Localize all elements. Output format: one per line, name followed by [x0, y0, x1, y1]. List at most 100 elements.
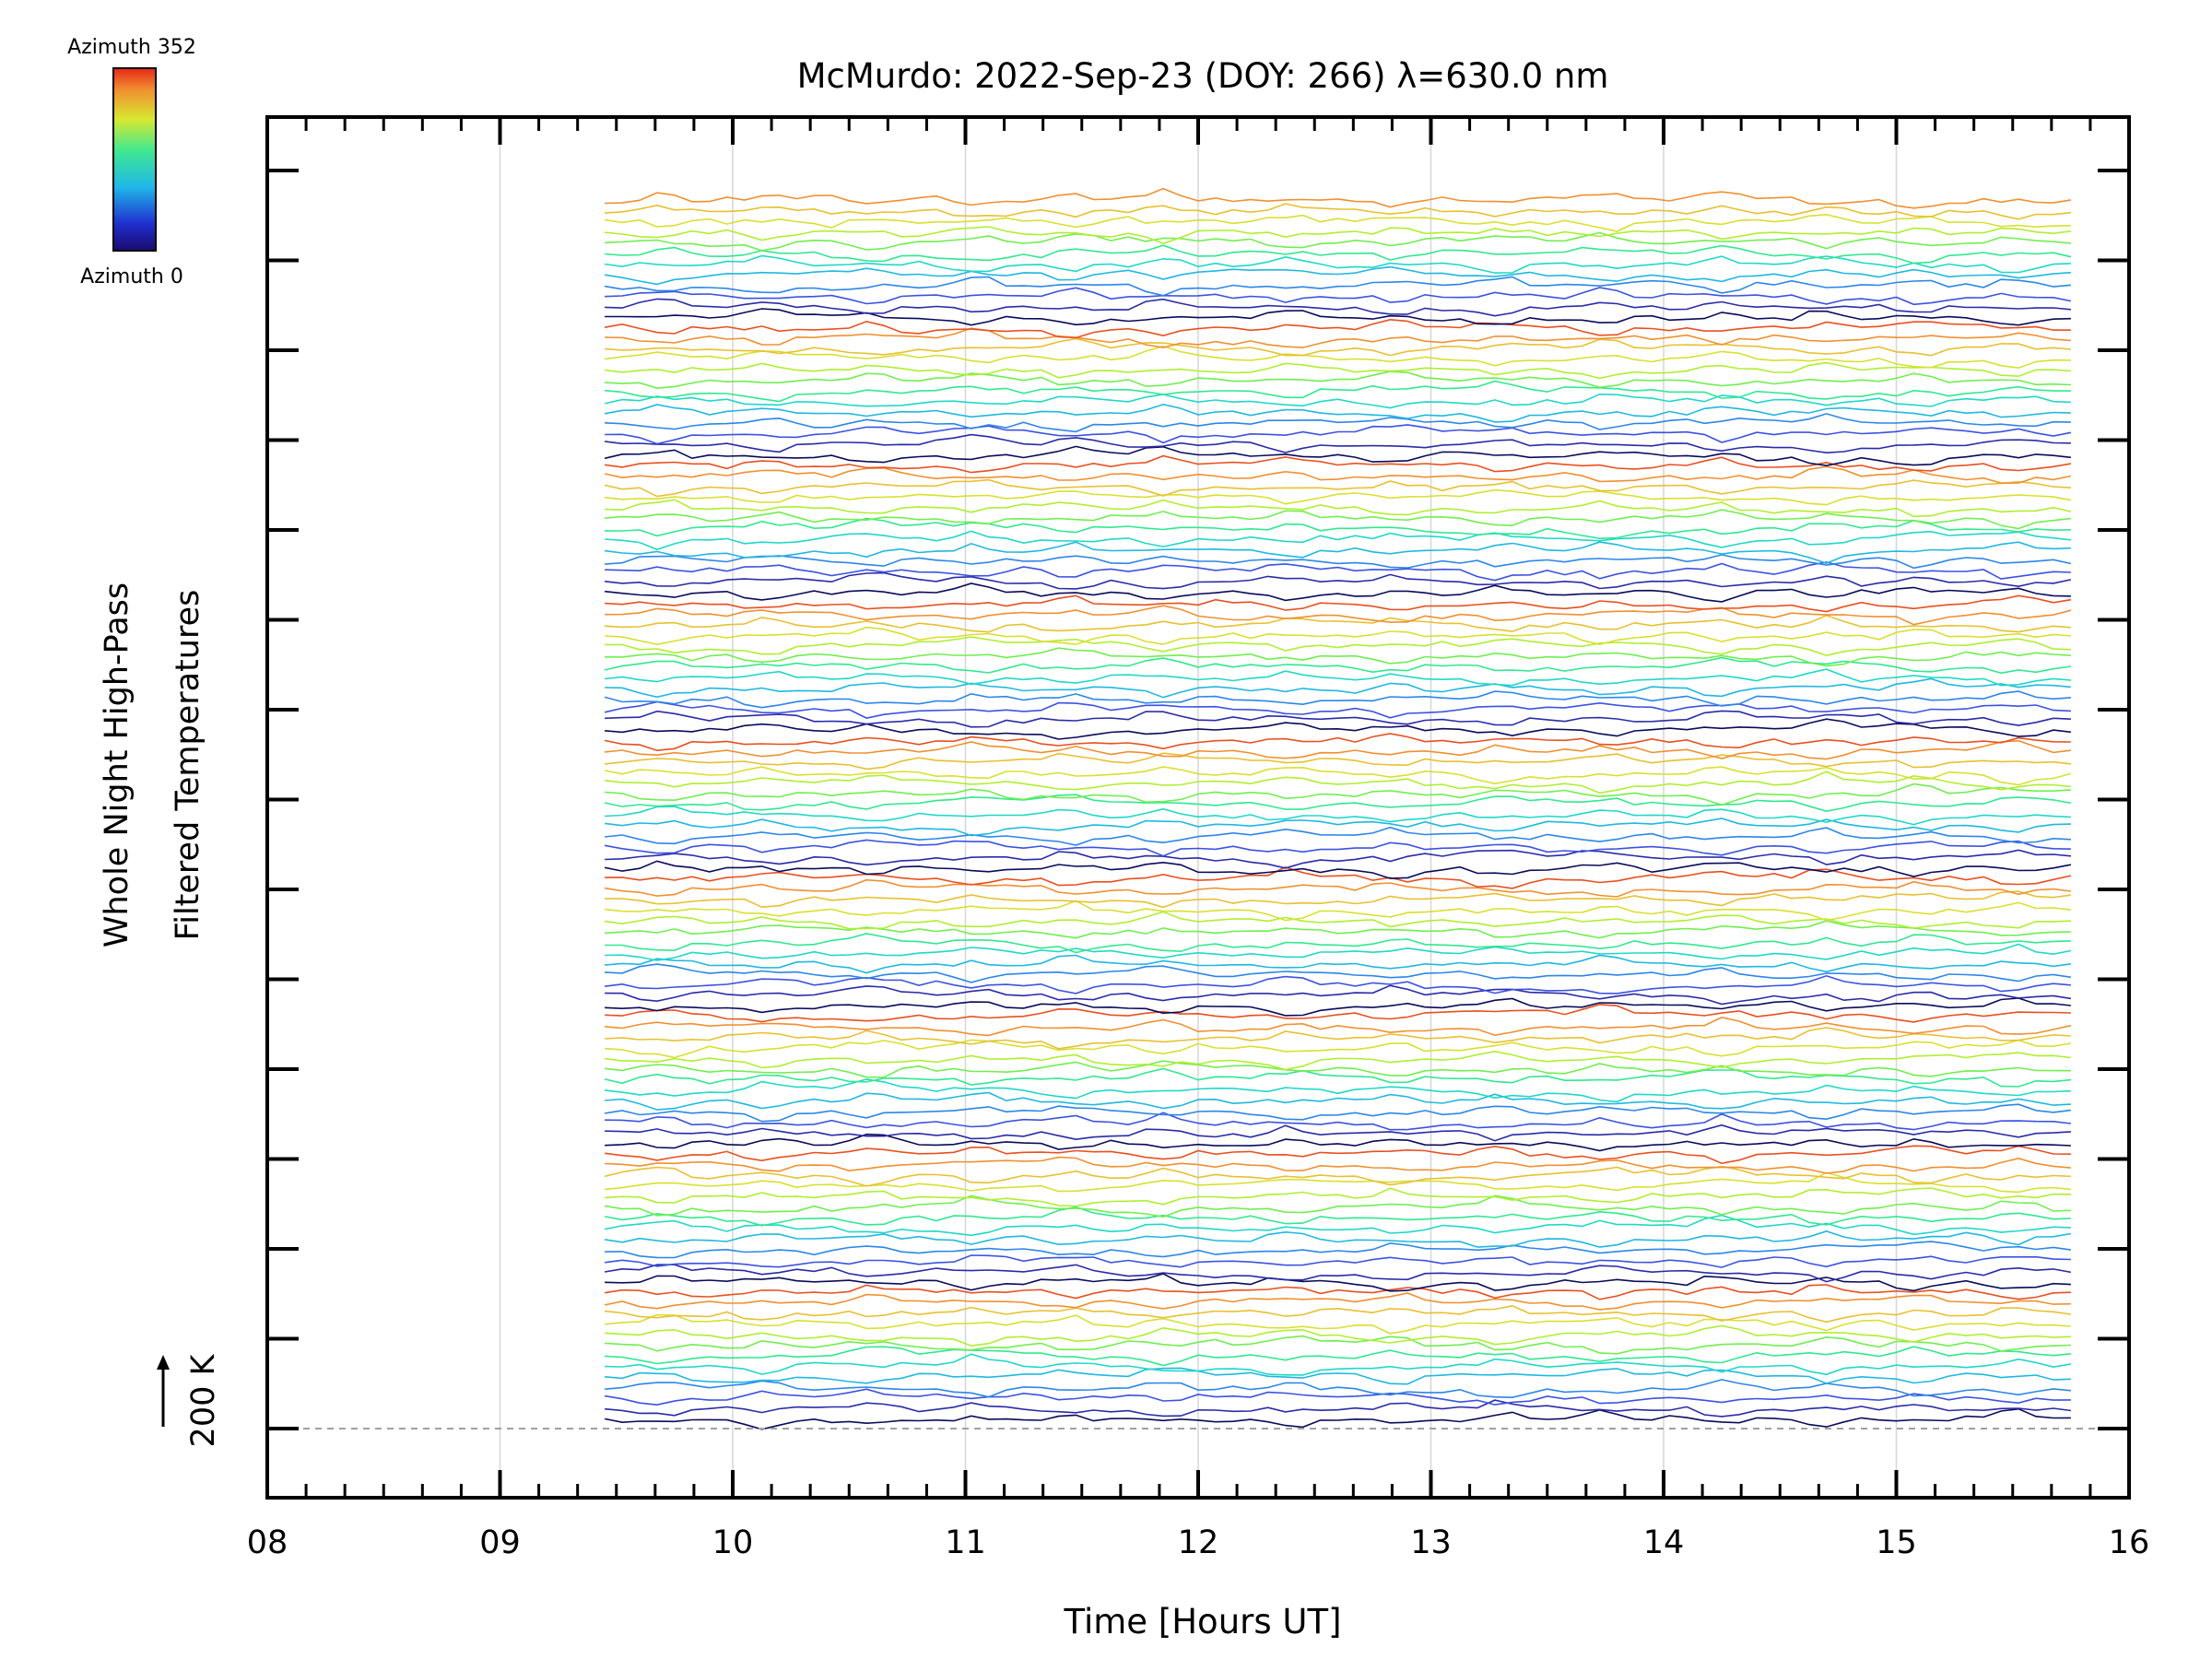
series-line-89	[604, 478, 2071, 498]
series-line-76	[605, 614, 2071, 633]
series-line-93	[604, 433, 2071, 454]
series-line-49	[605, 900, 2071, 922]
x-axis-label: Time [Hours UT]	[1063, 1602, 1341, 1641]
series-line-88	[605, 488, 2072, 506]
series-line-3	[604, 1388, 2071, 1406]
series-line-115	[605, 203, 2071, 220]
series-line-5	[605, 1367, 2071, 1385]
series-line-92	[604, 445, 2071, 467]
series-line-91	[604, 454, 2072, 474]
series-line-73	[605, 647, 2071, 667]
series-line-42	[604, 974, 2071, 994]
series-line-102	[605, 337, 2071, 357]
x-tick-label-10: 10	[712, 1524, 754, 1561]
series-line-58	[605, 806, 2071, 826]
series-line-96	[604, 403, 2071, 423]
series-line-10	[605, 1313, 2071, 1335]
series-line-16	[604, 1254, 2071, 1268]
x-tick-label-14: 14	[1643, 1524, 1685, 1561]
series-line-57	[605, 818, 2071, 837]
series-line-41	[605, 984, 2072, 1006]
series-line-94	[605, 424, 2072, 445]
series-line-99	[605, 371, 2071, 390]
series-line-27	[605, 1133, 2071, 1152]
series-line-39	[605, 1004, 2071, 1023]
x-axis-tick-labels: 08 09 10 11 12 13 14 15 16	[247, 1524, 2150, 1561]
series-line-35	[604, 1050, 2071, 1071]
series-line-54	[605, 849, 2071, 869]
series-line-9	[605, 1324, 2071, 1347]
series-line-86	[605, 509, 2071, 530]
series-line-65	[604, 733, 2071, 752]
series-line-62	[604, 766, 2072, 786]
series-line-56	[605, 826, 2071, 846]
series-line-48	[604, 911, 2071, 930]
series-line-15	[604, 1264, 2072, 1283]
series-line-64	[605, 739, 2071, 760]
series-line-98	[605, 380, 2071, 403]
series-line-37	[605, 1027, 2071, 1050]
series-line-1	[604, 1407, 2071, 1430]
series-line-87	[605, 499, 2072, 518]
y-axis-label-line2: Filtered Temperatures	[170, 590, 206, 941]
series-line-83	[604, 541, 2071, 564]
colorbar	[112, 67, 157, 252]
series-line-7	[605, 1346, 2071, 1367]
series-line-34	[605, 1060, 2071, 1078]
series-line-109	[604, 265, 2071, 286]
series-line-33	[604, 1067, 2071, 1088]
x-tick-label-13: 13	[1410, 1524, 1452, 1561]
series-line-71	[605, 668, 2071, 687]
series-line-21	[604, 1194, 2071, 1218]
series-line-113	[605, 226, 2072, 244]
axis-ticks	[265, 117, 2131, 1498]
chart-title: McMurdo: 2022-Sep-23 (DOY: 266) λ=630.0 …	[797, 56, 1609, 96]
colorbar-bottom-label: Azimuth 0	[80, 265, 183, 288]
series-lines	[604, 187, 2072, 1430]
series-line-38	[605, 1017, 2072, 1037]
series-line-18	[604, 1230, 2072, 1248]
series-line-97	[604, 393, 2071, 409]
series-line-12	[604, 1292, 2071, 1311]
series-line-36	[605, 1039, 2072, 1059]
scale-bar-label: 200 K	[185, 1354, 222, 1448]
series-line-40	[605, 997, 2071, 1017]
series-line-31	[605, 1091, 2071, 1111]
series-line-46	[605, 933, 2071, 954]
scale-bar: 200 K	[157, 1354, 222, 1448]
series-line-85	[605, 517, 2071, 540]
series-line-77	[605, 605, 2072, 626]
x-tick-label-08: 08	[247, 1524, 288, 1561]
series-line-111	[605, 244, 2072, 265]
series-line-25	[605, 1156, 2071, 1174]
series-line-74	[605, 636, 2071, 657]
series-line-4	[605, 1379, 2071, 1399]
series-line-43	[605, 963, 2072, 983]
series-line-103	[605, 327, 2071, 348]
series-line-30	[604, 1103, 2071, 1123]
series-line-90	[604, 465, 2072, 484]
series-line-80	[605, 571, 2072, 590]
y-axis-label: Whole Night High-Pass Filtered Temperatu…	[99, 582, 206, 947]
series-line-70	[605, 677, 2071, 699]
x-tick-label-16: 16	[2109, 1524, 2150, 1561]
series-line-110	[604, 254, 2071, 274]
series-line-29	[605, 1112, 2071, 1131]
series-line-84	[605, 530, 2071, 550]
series-line-28	[605, 1124, 2071, 1142]
series-line-50	[605, 890, 2072, 909]
series-line-68	[604, 700, 2071, 719]
series-line-14	[605, 1273, 2071, 1292]
series-line-19	[604, 1214, 2071, 1237]
series-line-22	[605, 1187, 2071, 1207]
x-tick-label-11: 11	[945, 1524, 986, 1561]
series-line-32	[605, 1078, 2071, 1103]
series-line-61	[605, 771, 2071, 794]
scale-bar-arrowhead	[157, 1355, 170, 1370]
series-line-44	[605, 954, 2072, 974]
y-axis-label-line1: Whole Night High-Pass	[99, 582, 135, 947]
series-line-72	[604, 656, 2072, 675]
series-line-75	[605, 626, 2071, 646]
series-line-11	[605, 1304, 2072, 1324]
